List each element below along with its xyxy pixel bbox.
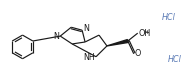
Text: NH: NH (83, 53, 95, 62)
Text: N: N (83, 24, 89, 33)
Text: N: N (53, 32, 59, 41)
Polygon shape (107, 40, 128, 46)
Text: HCl: HCl (162, 13, 175, 22)
Text: O: O (135, 49, 141, 58)
Text: HCl: HCl (168, 55, 181, 64)
Text: OH: OH (139, 29, 151, 38)
Text: H: H (144, 30, 148, 35)
